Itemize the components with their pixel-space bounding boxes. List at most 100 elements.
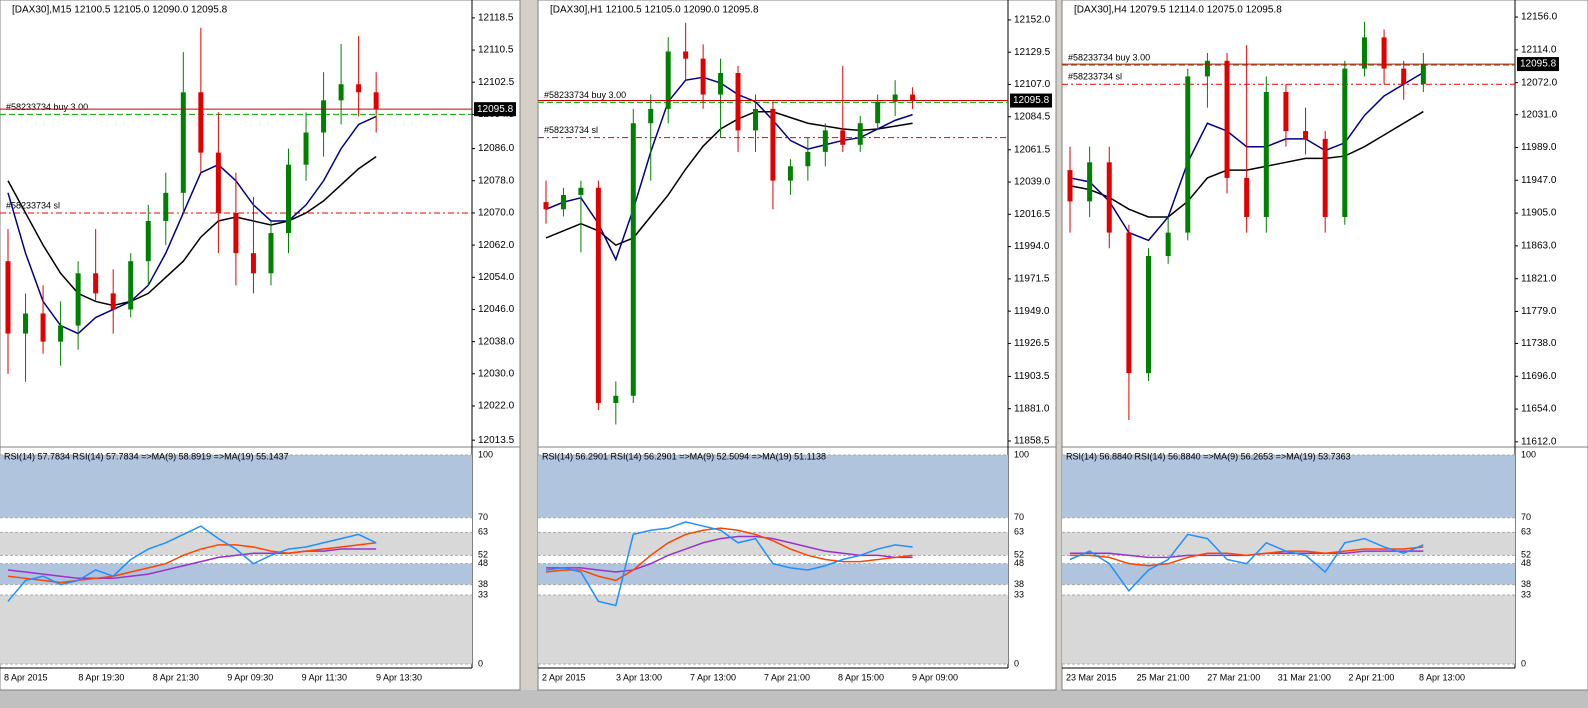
- rsi-tick-label: 48: [1014, 558, 1024, 568]
- candle-body: [373, 92, 379, 110]
- y-tick-label: 12102.5: [478, 77, 515, 88]
- rsi-band: [538, 517, 1008, 533]
- candle-body: [910, 94, 916, 101]
- rsi-tick-label: 0: [478, 658, 483, 668]
- candle-body: [5, 261, 11, 334]
- candle-body: [163, 192, 169, 221]
- candle-body: [840, 130, 846, 145]
- rsi-tick-label: 33: [1521, 589, 1531, 599]
- y-tick-label: 11654.0: [1521, 404, 1557, 415]
- rsi-tick-label: 52: [1521, 550, 1531, 560]
- candle-body: [613, 395, 619, 403]
- x-tick-label: 9 Apr 09:30: [227, 672, 273, 682]
- candle-body: [268, 233, 274, 274]
- rsi-band: [538, 555, 1008, 564]
- chart-header: [DAX30],H1 12100.5 12105.0 12090.0 12095…: [550, 5, 759, 16]
- candle-body: [198, 92, 204, 153]
- rsi-band: [0, 563, 472, 585]
- x-tick-label: 9 Apr 09:00: [912, 672, 958, 682]
- candle-body: [75, 273, 81, 326]
- rsi-ma9-line: [7, 542, 377, 584]
- y-tick-label: 12129.5: [1014, 47, 1051, 58]
- rsi-tick-label: 48: [478, 558, 488, 568]
- order-label: #58233734 buy 3.00: [544, 90, 626, 100]
- candle-body: [1126, 232, 1132, 374]
- x-tick-label: 25 Mar 21:00: [1137, 672, 1190, 682]
- rsi-tick-label: 70: [1014, 512, 1024, 522]
- rsi-tick-label: 38: [478, 579, 488, 589]
- y-tick-label: 11779.0: [1521, 306, 1557, 317]
- y-tick-label: 12107.0: [1014, 79, 1051, 90]
- y-tick-label: 11881.0: [1014, 403, 1050, 414]
- rsi-tick-label: 70: [1521, 512, 1531, 522]
- candle-body: [1322, 138, 1328, 217]
- y-tick-label: 11989.0: [1521, 142, 1557, 153]
- rsi-band: [1062, 563, 1515, 585]
- rsi-ma19-line: [7, 548, 377, 580]
- rsi-tick-label: 100: [1521, 449, 1536, 459]
- candle-body: [1361, 37, 1367, 69]
- y-tick-label: 11863.0: [1521, 241, 1557, 252]
- rsi-tick-label: 52: [478, 550, 488, 560]
- x-tick-label: 7 Apr 21:00: [764, 672, 810, 682]
- y-tick-label: 12030.0: [478, 368, 515, 379]
- x-tick-label: 8 Apr 19:30: [78, 672, 124, 682]
- y-tick-label: 11947.0: [1521, 175, 1557, 186]
- x-tick-label: 8 Apr 2015: [4, 672, 48, 682]
- candle-body: [1224, 60, 1230, 178]
- rsi-tick-label: 38: [1521, 579, 1531, 589]
- y-tick-label: 12016.5: [1014, 209, 1051, 220]
- rsi-tick-label: 70: [478, 512, 488, 522]
- rsi-band: [538, 455, 1008, 518]
- y-tick-label: 12013.5: [478, 435, 515, 446]
- candle-body: [1165, 232, 1171, 257]
- candle-body: [180, 92, 186, 193]
- rsi-tick-label: 100: [478, 449, 493, 459]
- candle-body: [128, 261, 134, 310]
- y-tick-label: 12062.0: [478, 240, 515, 251]
- candle-body: [23, 313, 29, 334]
- y-tick-label: 12110.5: [478, 45, 514, 56]
- candle-body: [822, 130, 828, 152]
- x-tick-label: 9 Apr 13:30: [376, 672, 422, 682]
- candle-body: [1342, 68, 1348, 217]
- x-tick-label: 3 Apr 13:00: [616, 672, 662, 682]
- ma-slow-line: [545, 110, 913, 247]
- rsi-band: [1062, 555, 1515, 564]
- x-tick-label: 7 Apr 13:00: [690, 672, 736, 682]
- candle-body: [321, 100, 327, 133]
- chart-header: [DAX30],H4 12079.5 12114.0 12075.0 12095…: [1074, 5, 1282, 16]
- x-tick-label: 9 Apr 11:30: [302, 672, 347, 682]
- candle-body: [630, 123, 636, 396]
- rsi-band: [538, 595, 1008, 664]
- y-tick-label: 12156.0: [1521, 12, 1558, 23]
- order-label: #58233734 buy 3.00: [6, 102, 88, 112]
- rsi-tick-label: 33: [1014, 589, 1024, 599]
- candle-body: [875, 101, 881, 124]
- rsi-band: [0, 532, 472, 556]
- rsi-band: [1062, 517, 1515, 533]
- rsi-tick-label: 100: [1014, 449, 1029, 459]
- candle-body: [770, 108, 776, 181]
- x-tick-label: 8 Apr 21:30: [153, 672, 199, 682]
- order-label: #58233734 buy 3.00: [1068, 52, 1150, 62]
- y-tick-label: 11994.0: [1014, 241, 1050, 252]
- candle-body: [560, 194, 566, 210]
- rsi-band: [538, 532, 1008, 556]
- y-tick-label: 12114.0: [1521, 44, 1557, 55]
- candle-body: [683, 51, 689, 59]
- candle-body: [857, 123, 863, 145]
- tab-bar: [0, 690, 1588, 708]
- y-tick-label: 12039.0: [1014, 177, 1051, 188]
- y-tick-label: 11612.0: [1521, 437, 1557, 448]
- rsi-line: [545, 521, 913, 607]
- x-tick-label: 27 Mar 21:00: [1207, 672, 1260, 682]
- rsi-tick-label: 38: [1014, 579, 1024, 589]
- y-tick-label: 12022.0: [478, 401, 515, 412]
- ma-fast-line: [545, 76, 913, 262]
- y-tick-label: 11738.0: [1521, 338, 1557, 349]
- candle-body: [1067, 170, 1073, 202]
- y-tick-label: 12061.5: [1014, 144, 1051, 155]
- order-label: #58233734 sl: [1068, 72, 1122, 82]
